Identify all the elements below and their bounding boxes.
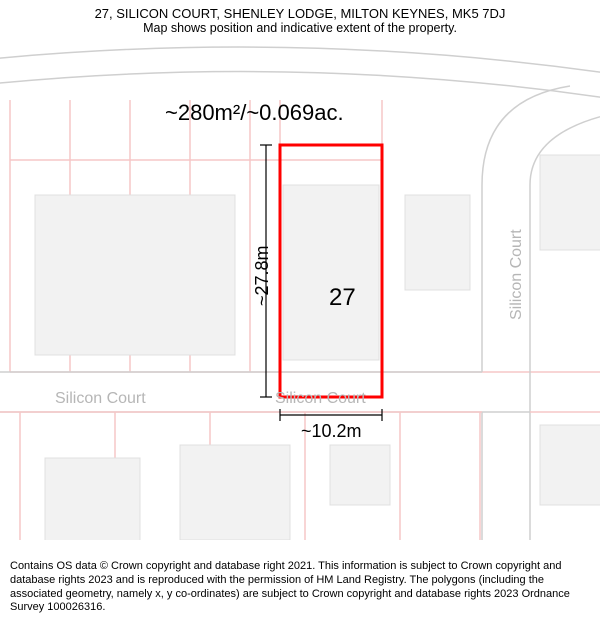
road-label-1: Silicon Court bbox=[275, 390, 366, 408]
height-label: ~27.8m bbox=[252, 245, 273, 306]
road-label-0: Silicon Court bbox=[55, 390, 146, 408]
copyright-text: Contains OS data © Crown copyright and d… bbox=[10, 560, 570, 613]
header: 27, SILICON COURT, SHENLEY LODGE, MILTON… bbox=[0, 0, 600, 37]
width-label: ~10.2m bbox=[301, 421, 362, 442]
road-label-2: Silicon Court bbox=[508, 229, 526, 320]
property-number: 27 bbox=[329, 284, 356, 312]
page-subtitle: Map shows position and indicative extent… bbox=[10, 21, 590, 35]
copyright-footer: Contains OS data © Crown copyright and d… bbox=[0, 554, 600, 625]
page-title: 27, SILICON COURT, SHENLEY LODGE, MILTON… bbox=[10, 6, 590, 21]
area-label: ~280m²/~0.069ac. bbox=[165, 100, 344, 126]
